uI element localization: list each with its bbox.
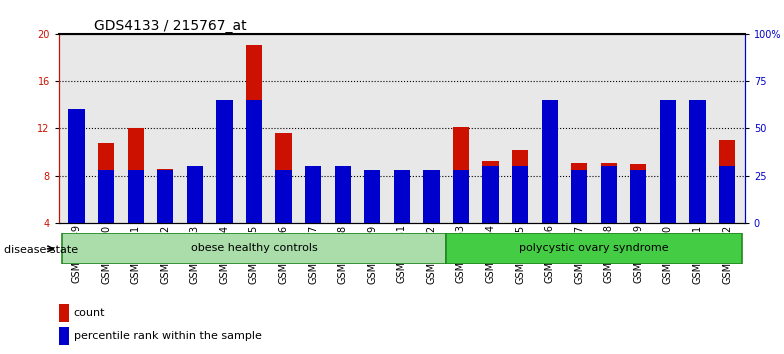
Text: obese healthy controls: obese healthy controls [191, 243, 318, 253]
Bar [601, 166, 617, 223]
Bar [62, 233, 446, 264]
Text: polycystic ovary syndrome: polycystic ovary syndrome [519, 243, 669, 253]
Bar [98, 143, 114, 223]
Bar [305, 166, 321, 223]
Bar [157, 170, 173, 223]
Bar [512, 166, 528, 223]
Bar [512, 150, 528, 223]
Bar [305, 166, 321, 223]
Bar [364, 176, 380, 223]
Bar [453, 127, 469, 223]
Bar [187, 169, 203, 223]
Bar [630, 164, 647, 223]
Bar [689, 121, 706, 223]
Bar [128, 170, 143, 223]
Bar [216, 100, 233, 223]
Bar [246, 45, 262, 223]
Bar [571, 170, 587, 223]
Bar [482, 166, 499, 223]
Bar [364, 170, 380, 223]
Bar [571, 162, 587, 223]
Bar [157, 169, 173, 223]
Bar [660, 100, 676, 223]
Text: GDS4133 / 215767_at: GDS4133 / 215767_at [94, 19, 247, 34]
Bar [394, 170, 410, 223]
Bar [68, 109, 85, 223]
Bar [216, 116, 233, 223]
Bar [542, 100, 557, 223]
Bar [98, 170, 114, 223]
Bar [423, 170, 440, 223]
Bar [719, 140, 735, 223]
Bar [68, 114, 85, 223]
Bar [59, 327, 69, 345]
Bar [423, 189, 440, 223]
Bar [689, 100, 706, 223]
Bar [128, 128, 143, 223]
Bar [335, 166, 350, 223]
Bar [630, 170, 647, 223]
Bar [482, 161, 499, 223]
Text: disease state: disease state [4, 245, 78, 255]
Bar [187, 166, 203, 223]
Bar [601, 162, 617, 223]
Text: percentile rank within the sample: percentile rank within the sample [74, 331, 262, 341]
Bar [246, 100, 262, 223]
Bar [660, 161, 676, 223]
Bar [59, 304, 69, 321]
Bar [275, 133, 292, 223]
Text: count: count [74, 308, 105, 318]
Bar [719, 166, 735, 223]
Bar [275, 170, 292, 223]
Bar [335, 166, 350, 223]
Bar [453, 170, 469, 223]
Bar [542, 131, 557, 223]
Bar [446, 233, 742, 264]
Bar [394, 170, 410, 223]
